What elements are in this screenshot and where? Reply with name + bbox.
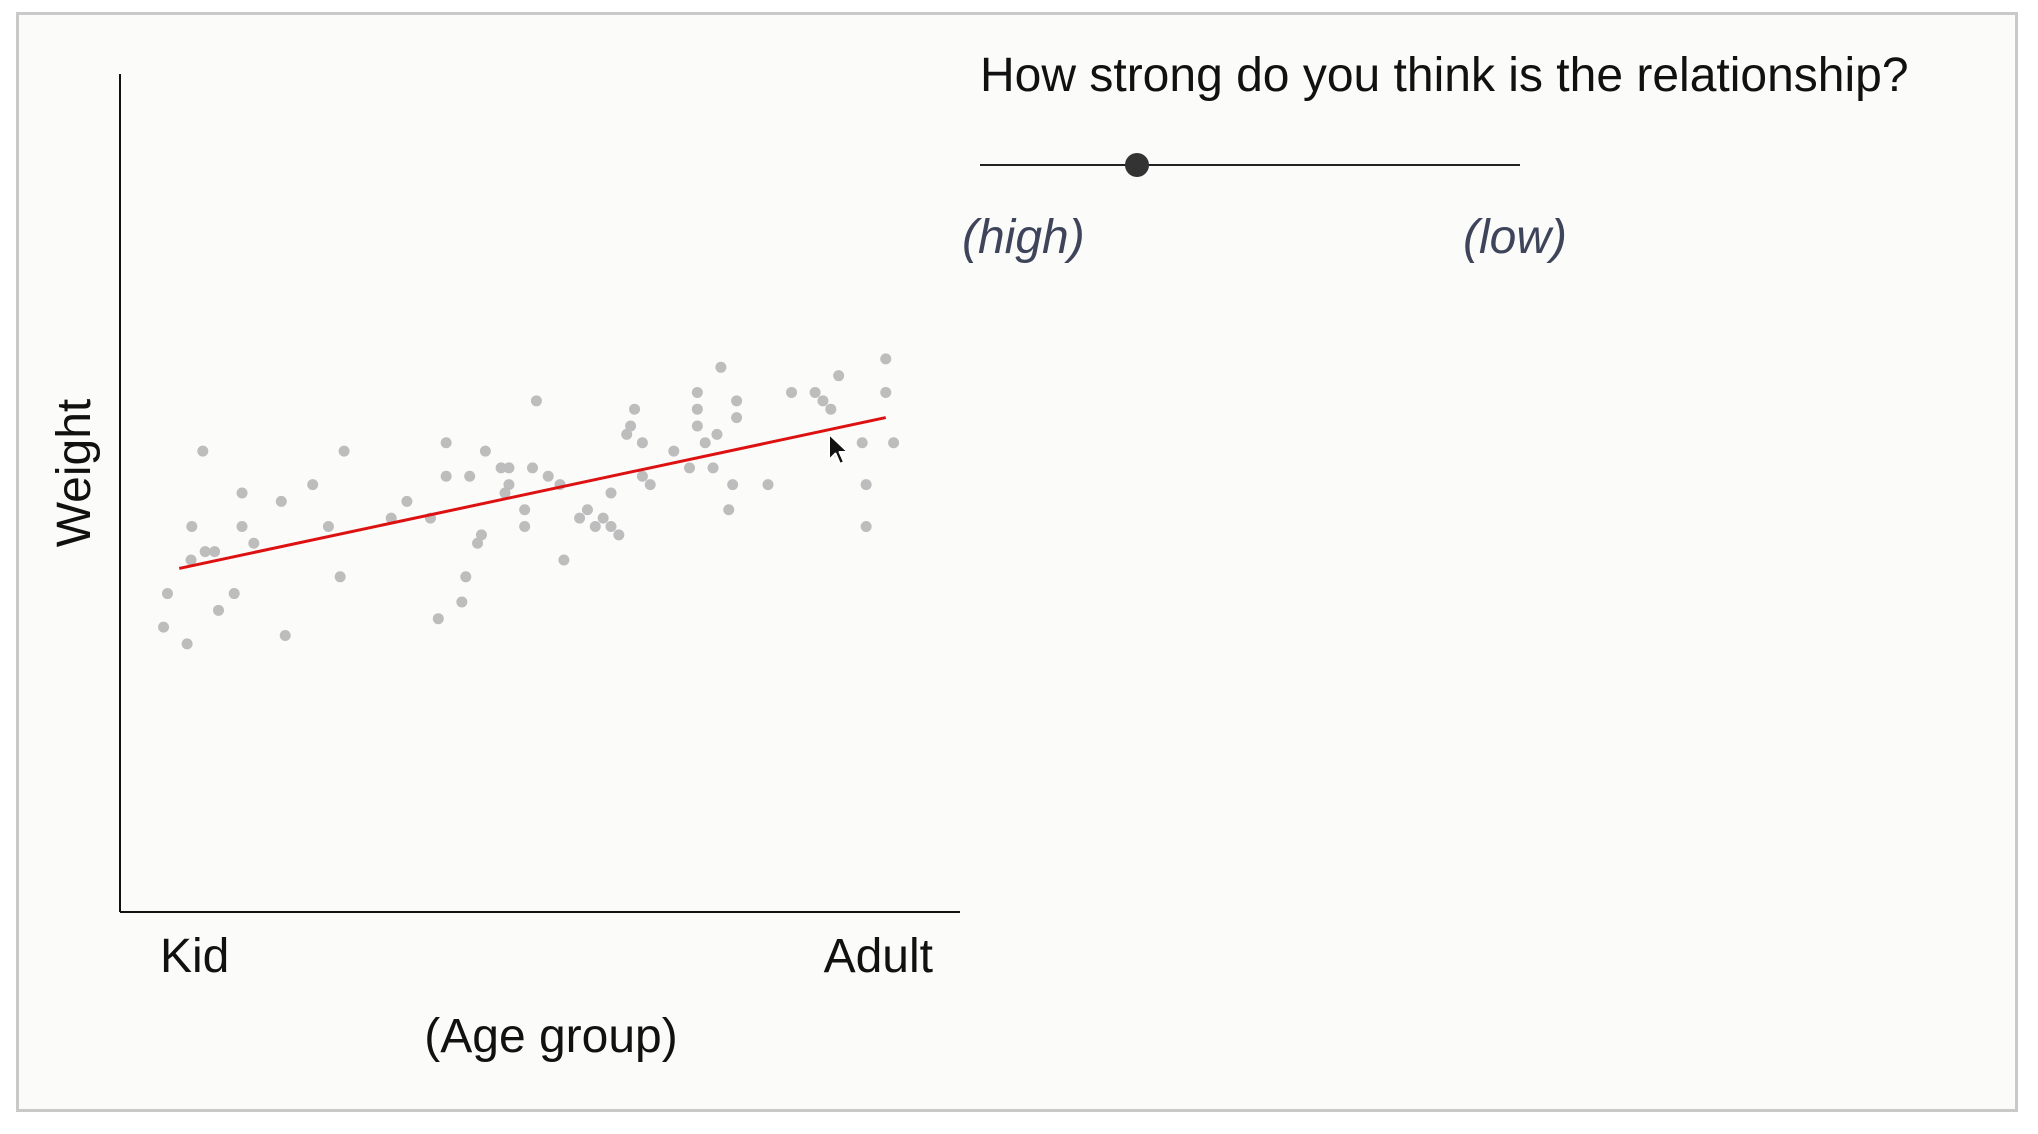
data-point (860, 521, 872, 533)
data-point (707, 462, 719, 474)
data-point (385, 512, 397, 524)
data-point (456, 596, 468, 608)
data-point (475, 529, 487, 541)
data-point (731, 395, 743, 407)
relationship-strength-slider[interactable] (980, 150, 1520, 180)
data-point (275, 495, 287, 507)
data-point (479, 445, 491, 457)
slider-track[interactable] (980, 164, 1520, 166)
data-point (519, 521, 531, 533)
data-point (499, 487, 511, 499)
data-point (558, 554, 570, 566)
data-point (460, 571, 472, 583)
data-point (338, 445, 350, 457)
data-point (186, 521, 198, 533)
data-point (495, 462, 507, 474)
data-point (307, 479, 319, 491)
data-point (691, 386, 703, 398)
data-point (527, 462, 538, 474)
data-point (440, 470, 452, 482)
trend-line (178, 416, 887, 570)
data-point (197, 445, 209, 457)
data-point (181, 638, 193, 650)
data-point (613, 529, 625, 541)
app-frame (16, 12, 2018, 1112)
data-point (625, 420, 637, 432)
data-point (581, 504, 593, 516)
data-point (880, 353, 892, 365)
data-point (723, 504, 735, 516)
x-axis-title: (Age group) (424, 1010, 677, 1063)
arrow-cursor-icon (828, 433, 849, 465)
data-point (711, 428, 723, 440)
data-point (691, 403, 703, 415)
data-point (605, 521, 617, 533)
data-point (503, 462, 515, 474)
data-point (636, 437, 648, 449)
slider-thumb[interactable] (1124, 153, 1149, 177)
data-point (236, 487, 248, 499)
data-point (817, 395, 829, 407)
data-point (809, 386, 821, 398)
data-point (279, 629, 291, 641)
data-point (629, 403, 641, 415)
data-point (401, 495, 413, 507)
data-point (542, 470, 554, 482)
data-point (833, 370, 845, 382)
data-point (236, 521, 248, 533)
data-point (684, 462, 695, 474)
data-point (209, 546, 221, 558)
data-point (880, 386, 892, 398)
data-point (472, 537, 484, 549)
data-point (636, 470, 648, 482)
data-point (597, 512, 609, 524)
data-point (860, 479, 872, 491)
data-point (668, 445, 680, 457)
data-point (644, 479, 656, 491)
data-point (213, 604, 224, 616)
data-point (699, 437, 711, 449)
data-point (691, 420, 703, 432)
y-axis-title: Weight (48, 399, 101, 548)
slider-label-high: (high) (962, 211, 1085, 264)
data-points (158, 353, 900, 650)
x-tick-label-kid: Kid (160, 930, 229, 983)
data-point (185, 554, 197, 566)
slider-label-low: (low) (1463, 211, 1567, 264)
data-point (248, 537, 260, 549)
data-point (589, 521, 601, 533)
data-point (715, 361, 727, 373)
data-point (161, 588, 173, 600)
data-point (786, 386, 798, 398)
data-point (727, 479, 739, 491)
data-point (464, 470, 476, 482)
x-tick-label-adult: Adult (824, 930, 933, 983)
data-point (762, 479, 774, 491)
data-point (440, 437, 452, 449)
data-point (574, 512, 586, 524)
data-point (530, 395, 542, 407)
question-text: How strong do you think is the relations… (980, 49, 1909, 102)
data-point (158, 621, 170, 633)
data-point (605, 487, 617, 499)
data-point (334, 571, 346, 583)
data-point (888, 437, 900, 449)
data-point (322, 521, 334, 533)
data-point (228, 588, 240, 600)
data-point (856, 437, 868, 449)
data-point (503, 479, 515, 491)
data-point (432, 613, 444, 625)
data-point (519, 504, 531, 516)
data-point (199, 546, 211, 558)
data-point (825, 403, 837, 415)
data-point (621, 428, 633, 440)
data-point (731, 412, 743, 424)
